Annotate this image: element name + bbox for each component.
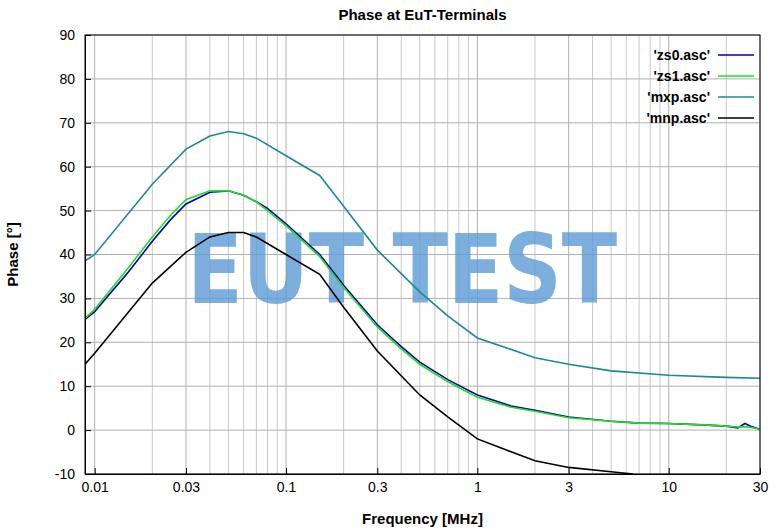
x-tick-mark	[95, 468, 96, 474]
x-tick-label: 30	[753, 479, 769, 495]
x-tick-label: 3	[565, 479, 573, 495]
x-tick-mark	[186, 468, 187, 474]
y-tick-mark	[85, 79, 91, 80]
legend-swatch	[718, 117, 754, 119]
x-tick: 30	[753, 468, 769, 495]
y-grid-line	[85, 210, 760, 211]
x-tick: 0.03	[173, 468, 200, 495]
grid	[85, 35, 760, 474]
x-tick: 0.1	[277, 468, 297, 495]
y-tick: 10	[59, 378, 91, 394]
y-tick: 50	[59, 203, 91, 219]
y-tick: 20	[59, 334, 91, 350]
series-line	[85, 233, 633, 474]
y-tick-label: 40	[59, 246, 75, 262]
y-tick-label: 80	[59, 71, 75, 87]
x-tick-label: 0.3	[368, 479, 388, 495]
legend-label: 'mxp.asc'	[647, 89, 710, 105]
y-tick-mark	[85, 211, 91, 212]
y-tick: 60	[59, 159, 91, 175]
y-tick-label: -10	[55, 466, 75, 482]
x-tick-mark	[669, 468, 670, 474]
y-tick-mark	[85, 123, 91, 124]
y-tick-label: 0	[67, 422, 75, 438]
x-tick: 1	[474, 468, 482, 495]
y-tick: 70	[59, 115, 91, 131]
y-grid-line	[85, 342, 760, 343]
chart: EUT TEST 0.01 0.03 0.1 0.3 1 3 10 30 -10 0 10 20 30 40…	[0, 0, 782, 530]
y-tick-mark	[85, 298, 91, 299]
x-tick: 0.3	[368, 468, 388, 495]
x-tick-label: 0.03	[173, 479, 200, 495]
y-grid-line	[85, 386, 760, 387]
y-tick-mark	[85, 430, 91, 431]
legend-label: 'zs1.asc'	[654, 68, 710, 84]
x-tick-label: 0.1	[277, 479, 297, 495]
watermark: EUT TEST	[187, 214, 617, 326]
x-axis: 0.01 0.03 0.1 0.3 1 3 10 30	[82, 468, 769, 495]
y-tick-label: 50	[59, 203, 75, 219]
legend-label: 'zs0.asc'	[654, 47, 710, 63]
y-tick-label: 60	[59, 159, 75, 175]
y-tick-mark	[85, 342, 91, 343]
x-tick-mark	[569, 468, 570, 474]
y-grid-line	[85, 166, 760, 167]
y-tick: 80	[59, 71, 91, 87]
plot-frame	[85, 35, 760, 474]
x-tick-mark	[286, 468, 287, 474]
x-axis-title: Frequency [MHz]	[362, 510, 483, 527]
y-tick: 30	[59, 290, 91, 306]
x-tick: 3	[565, 468, 573, 495]
y-grid-line	[85, 430, 760, 431]
y-tick: 0	[67, 422, 91, 438]
y-tick-mark	[85, 386, 91, 387]
y-tick-label: 70	[59, 115, 75, 131]
series-line	[85, 132, 760, 379]
series-line	[85, 191, 760, 429]
x-tick-label: 10	[661, 479, 677, 495]
y-tick-mark	[85, 167, 91, 168]
x-tick-mark	[377, 468, 378, 474]
y-tick-label: 10	[59, 378, 75, 394]
legend-swatch	[718, 96, 754, 98]
legend: 'zs0.asc' 'zs1.asc' 'mxp.asc' 'mnp.asc'	[647, 47, 754, 126]
plot-area	[85, 132, 760, 474]
y-axis: -10 0 10 20 30 40 50 60 70 80 90	[55, 27, 91, 482]
x-tick-label: 1	[474, 479, 482, 495]
chart-title: Phase at EuT-Terminals	[338, 6, 506, 23]
y-tick-label: 20	[59, 334, 75, 350]
series-line	[85, 191, 760, 429]
y-tick-label: 30	[59, 290, 75, 306]
y-tick-mark	[85, 255, 91, 256]
legend-label: 'mnp.asc'	[647, 110, 710, 126]
y-axis-title: Phase [°]	[4, 222, 21, 286]
x-tick: 10	[661, 468, 677, 495]
y-tick: 40	[59, 246, 91, 262]
x-tick-mark	[477, 468, 478, 474]
legend-swatch	[718, 54, 754, 56]
legend-swatch	[718, 75, 754, 77]
y-tick-label: 90	[59, 27, 75, 43]
x-tick-label: 0.01	[82, 479, 109, 495]
